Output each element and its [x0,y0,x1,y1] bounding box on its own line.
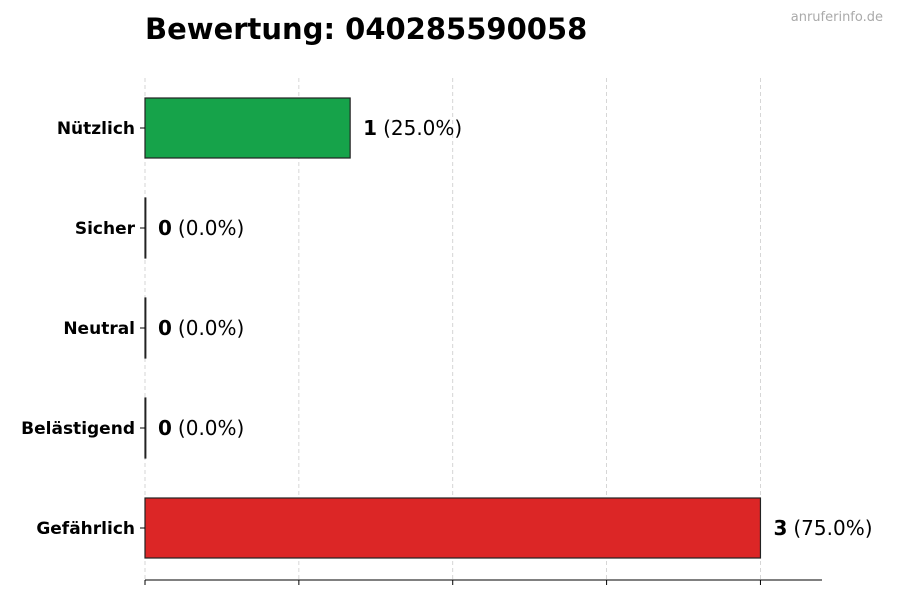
data-label-percent: (0.0%) [178,416,244,440]
bar [144,497,762,559]
data-label: 1 (25.0%) [363,116,462,140]
bar [144,297,147,359]
data-label-value: 1 [363,116,377,140]
data-label-value: 0 [158,216,172,240]
y-tick-label: Sicher [75,219,136,239]
data-label: 0 (0.0%) [158,216,244,240]
bar [144,97,351,159]
data-label: 0 (0.0%) [158,316,244,340]
y-tick-label: Nützlich [57,119,135,139]
data-label-percent: (0.0%) [178,316,244,340]
y-tick-label: Gefährlich [36,519,135,539]
bar [144,197,147,259]
data-label-value: 0 [158,316,172,340]
data-label-value: 3 [773,516,787,540]
data-label-value: 0 [158,416,172,440]
chart-title: Bewertung: 040285590058 [145,12,588,46]
data-label: 3 (75.0%) [773,516,872,540]
data-label-percent: (0.0%) [178,216,244,240]
data-label-percent: (75.0%) [793,516,872,540]
data-label: 0 (0.0%) [158,416,244,440]
y-tick-label: Neutral [63,319,135,339]
watermark: anruferinfo.de [790,10,883,25]
bar [144,397,147,459]
data-label-percent: (25.0%) [383,116,462,140]
y-tick-label: Belästigend [21,419,135,439]
